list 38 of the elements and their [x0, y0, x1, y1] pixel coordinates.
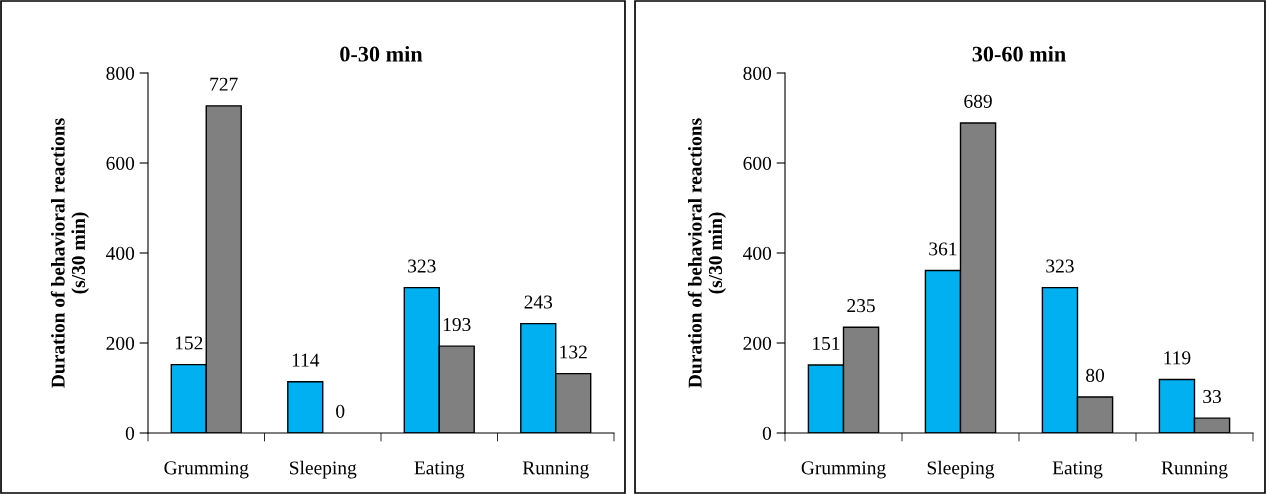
- y-tick-label: 600: [743, 156, 772, 170]
- data-label: 151: [813, 336, 840, 350]
- data-label: 114: [292, 353, 320, 367]
- data-label: 33: [1203, 390, 1222, 404]
- data-label: 323: [408, 259, 436, 273]
- data-label: 361: [929, 242, 957, 256]
- data-label: 152: [175, 336, 203, 350]
- y-axis-title: Duration of behavioral reactions (s/30 min): [687, 118, 726, 388]
- data-label: 235: [847, 299, 875, 313]
- x-tick-label: Eating: [1052, 461, 1103, 479]
- x-tick-label: Sleeping: [290, 460, 357, 479]
- x-tick-label: Grumming: [801, 461, 886, 479]
- data-label: 727: [210, 77, 238, 91]
- data-label: 193: [443, 318, 471, 332]
- data-label: 119: [1164, 351, 1191, 365]
- data-label: 132: [560, 345, 587, 359]
- chart-title: 0-30 min: [340, 45, 423, 62]
- x-tick-label: Running: [1161, 461, 1228, 479]
- y-tick-label: 800: [743, 66, 772, 80]
- y-tick-label: 0: [125, 426, 135, 440]
- x-tick-label: Eating: [414, 461, 465, 479]
- x-tick-label: Running: [522, 461, 589, 479]
- y-tick-label: 200: [743, 336, 772, 350]
- y-tick-label: 800: [106, 66, 135, 80]
- chart-title: 30-60 min: [972, 45, 1066, 62]
- data-label: 0: [336, 404, 345, 418]
- data-label: 323: [1046, 259, 1074, 273]
- y-tick-label: 600: [106, 156, 135, 170]
- data-label: 689: [964, 94, 992, 108]
- data-label: 243: [524, 295, 553, 309]
- x-tick-label: Grumming: [164, 461, 249, 479]
- y-tick-label: 400: [106, 246, 135, 260]
- y-tick-label: 200: [106, 336, 135, 350]
- y-axis-title: Duration of behavioral reactions (s/30 min): [50, 118, 89, 388]
- x-tick-label: Sleeping: [927, 460, 995, 479]
- y-tick-label: 0: [762, 426, 772, 440]
- data-label: 80: [1086, 368, 1105, 382]
- y-tick-label: 400: [743, 246, 772, 260]
